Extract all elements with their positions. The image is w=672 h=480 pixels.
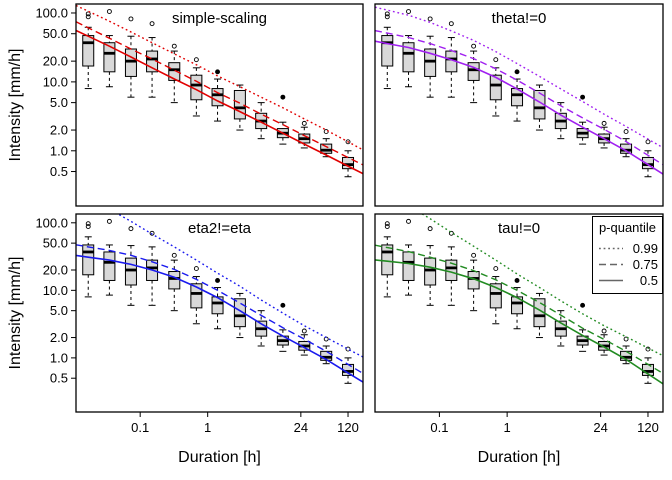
boxplots-eta2!=eta xyxy=(82,218,355,384)
y-tick-label: 5.0 xyxy=(50,95,68,110)
quantile-line-q50-theta!=0 xyxy=(375,40,663,175)
quantile-line-q99-simple-scaling xyxy=(76,4,363,151)
y-tick-label: 1.0 xyxy=(50,350,68,365)
panel-simple-scaling: simple-scaling xyxy=(75,3,364,207)
boxplots-simple-scaling xyxy=(82,9,355,178)
y-axis-row2: 100.0 50.0 20.0 10.0 5.0 2.0 1.0 0.5 xyxy=(35,215,76,386)
x-tick-label: 24 xyxy=(593,420,607,435)
quantile-line-q75-eta2!=eta xyxy=(76,244,363,375)
panel-title-theta!=0: theta!=0 xyxy=(492,10,547,27)
x-axis-title: Duration [h] xyxy=(178,449,261,466)
y-tick-label: 50.0 xyxy=(43,26,68,41)
x-tick-label: 0.1 xyxy=(131,420,149,435)
x-axis-col1: 0.1 1 24 120 Duration [h] xyxy=(131,412,359,466)
x-tick-label: 0.1 xyxy=(430,420,448,435)
quantile-line-q50-tau!=0 xyxy=(375,259,663,385)
y-tick-label: 1.0 xyxy=(50,143,68,158)
quantile-line-q99-tau!=0 xyxy=(421,214,663,357)
legend-label-0.75: 0.75 xyxy=(633,257,658,272)
panel-title-eta2!=eta: eta2!=eta xyxy=(188,220,252,237)
legend-label-0.99: 0.99 xyxy=(633,241,658,256)
x-tick-label: 120 xyxy=(637,420,659,435)
y-tick-label: 2.0 xyxy=(50,123,68,138)
panel-eta2!=eta: eta2!=eta xyxy=(75,213,364,413)
quantile-line-q75-simple-scaling xyxy=(76,21,363,166)
x-axis-title: Duration [h] xyxy=(478,449,561,466)
x-tick-label: 1 xyxy=(204,420,211,435)
panel-title-simple-scaling: simple-scaling xyxy=(172,10,267,27)
x-tick-label: 24 xyxy=(294,420,308,435)
quantile-line-q50-eta2!=eta xyxy=(76,254,363,383)
y-tick-label: 10.0 xyxy=(43,283,68,298)
y-tick-label: 0.5 xyxy=(50,164,68,179)
y-tick-label: 100.0 xyxy=(35,215,68,230)
y-axis-title-row1: Intensity [mm/h] xyxy=(7,49,24,162)
boxplots-tau!=0 xyxy=(381,218,654,384)
x-tick-label: 120 xyxy=(337,420,359,435)
legend-title: p-quantile xyxy=(599,220,656,235)
quantile-line-q75-theta!=0 xyxy=(375,29,663,166)
panel-title-tau!=0: tau!=0 xyxy=(498,220,540,237)
y-axis-row1: 100.0 50.0 20.0 10.0 5.0 2.0 1.0 0.5 xyxy=(35,5,76,179)
y-tick-label: 2.0 xyxy=(50,330,68,345)
y-tick-label: 50.0 xyxy=(43,236,68,251)
legend: p-quantile 0.990.750.5 xyxy=(592,216,663,294)
y-tick-label: 0.5 xyxy=(50,371,68,386)
quantile-line-q50-simple-scaling xyxy=(76,29,363,175)
y-tick-label: 10.0 xyxy=(43,74,68,89)
y-tick-label: 5.0 xyxy=(50,303,68,318)
y-tick-label: 20.0 xyxy=(43,263,68,278)
y-tick-label: 100.0 xyxy=(35,5,68,20)
quantile-line-q99-theta!=0 xyxy=(375,6,663,149)
panel-theta!=0: theta!=0 xyxy=(374,3,664,207)
x-tick-label: 1 xyxy=(504,420,511,435)
legend-label-0.5: 0.5 xyxy=(640,273,658,288)
x-axis-col2: 0.1 1 24 120 Duration [h] xyxy=(430,412,659,466)
panel-tau!=0: tau!=0 xyxy=(374,213,664,413)
boxplots-theta!=0 xyxy=(381,9,654,178)
y-axis-title-row2: Intensity [mm/h] xyxy=(7,257,24,370)
y-tick-label: 20.0 xyxy=(43,54,68,69)
quantile-line-q75-tau!=0 xyxy=(375,244,663,375)
